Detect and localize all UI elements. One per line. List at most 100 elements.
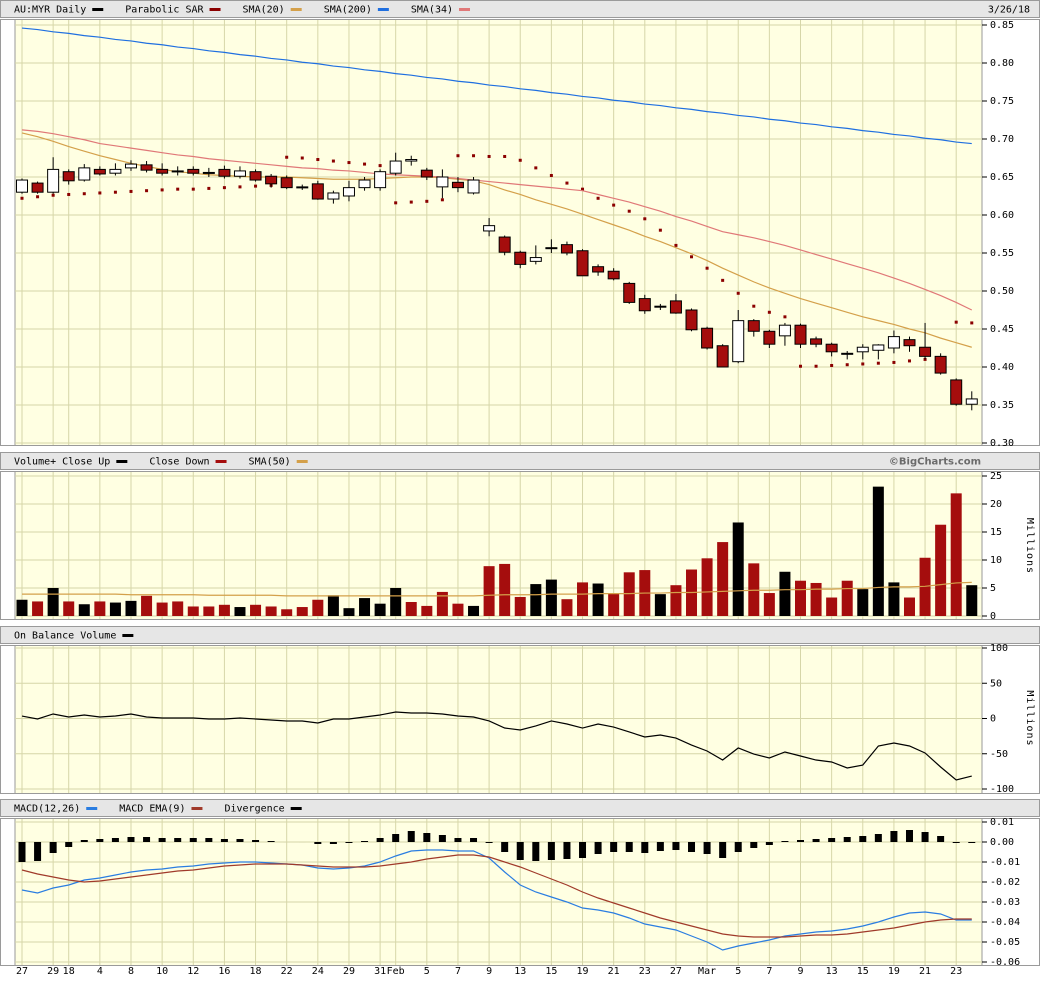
sar-dot bbox=[674, 243, 678, 247]
x-tick-label: 10 bbox=[156, 966, 168, 977]
sar-dot bbox=[394, 201, 398, 205]
candle-body bbox=[171, 170, 184, 173]
candle-body bbox=[327, 192, 340, 200]
sar-dot bbox=[440, 198, 444, 202]
candle-body bbox=[374, 171, 387, 189]
bar bbox=[874, 834, 882, 842]
sar-dot bbox=[767, 310, 771, 314]
y-tick-label: 0.65 bbox=[990, 172, 1014, 183]
candle-body bbox=[514, 251, 527, 265]
candle-body bbox=[965, 398, 978, 405]
candle-body bbox=[919, 346, 932, 357]
plot-area bbox=[14, 818, 983, 966]
bar bbox=[610, 842, 618, 852]
y-tick-label: -0.04 bbox=[990, 917, 1020, 928]
x-tick-label: 16 bbox=[218, 966, 230, 977]
bar bbox=[779, 571, 791, 616]
y-tick-label: -50 bbox=[990, 749, 1008, 760]
x-tick-label: 8 bbox=[128, 966, 134, 977]
candle-body bbox=[31, 182, 44, 193]
credit: ©BigCharts.com bbox=[889, 457, 981, 468]
bar bbox=[312, 599, 324, 616]
legend-label: SMA(34) bbox=[411, 5, 453, 16]
sar-dot bbox=[20, 196, 24, 200]
y-tick-label: 0.45 bbox=[990, 324, 1014, 335]
bar bbox=[361, 841, 369, 842]
sar-dot bbox=[970, 321, 974, 325]
bar bbox=[703, 842, 711, 854]
candle-body bbox=[529, 257, 542, 262]
bar bbox=[468, 605, 480, 616]
bar bbox=[483, 566, 495, 616]
bar bbox=[516, 842, 524, 860]
y-tick-label: -0.01 bbox=[990, 857, 1020, 868]
x-tick-label: 24 bbox=[312, 966, 324, 977]
legend-label: SMA(200) bbox=[324, 5, 372, 16]
candle-body bbox=[763, 330, 776, 345]
candle-body bbox=[701, 327, 714, 349]
x-tick-label: 27 bbox=[16, 966, 28, 977]
candle-body bbox=[607, 270, 620, 280]
y-tick-label: -0.06 bbox=[990, 957, 1020, 968]
bar bbox=[545, 579, 557, 616]
bar bbox=[592, 583, 604, 616]
sar-dot bbox=[363, 162, 367, 166]
bar bbox=[905, 830, 913, 842]
bar bbox=[203, 606, 215, 616]
y-axis-label: Millions bbox=[1024, 518, 1035, 574]
sar-dot bbox=[160, 188, 164, 192]
candle-body bbox=[187, 168, 200, 174]
candle-body bbox=[887, 336, 900, 349]
line bbox=[21, 27, 972, 145]
candle-body bbox=[233, 170, 246, 177]
sar-dot bbox=[145, 189, 149, 193]
candle-body bbox=[93, 168, 106, 175]
sar-dot bbox=[503, 154, 507, 158]
bar bbox=[765, 842, 773, 845]
sar-dot bbox=[82, 192, 86, 196]
bar bbox=[374, 603, 386, 616]
x-tick-label: 19 bbox=[576, 966, 588, 977]
sar-dot bbox=[549, 173, 553, 177]
bar bbox=[78, 604, 90, 616]
bar bbox=[452, 603, 464, 616]
bar bbox=[174, 838, 182, 842]
candle-body bbox=[47, 168, 60, 193]
x-tick-label: 5 bbox=[735, 966, 741, 977]
y-tick-label: 100 bbox=[990, 643, 1008, 654]
bar bbox=[327, 595, 339, 616]
y-tick-label: 10 bbox=[990, 555, 1002, 566]
bar bbox=[125, 600, 137, 616]
sar-dot bbox=[627, 209, 631, 213]
bar bbox=[750, 842, 758, 848]
x-tick-label: 7 bbox=[455, 966, 461, 977]
y-tick-label: 0.40 bbox=[990, 362, 1014, 373]
sar-dot bbox=[67, 192, 71, 196]
bar bbox=[903, 597, 915, 616]
candle-body bbox=[560, 244, 573, 254]
sar-dot bbox=[534, 166, 538, 170]
candle-body bbox=[405, 159, 418, 162]
bar bbox=[608, 593, 620, 616]
bar bbox=[392, 834, 400, 842]
x-tick-label: 23 bbox=[950, 966, 962, 977]
candle-body bbox=[311, 183, 324, 200]
sar-dot bbox=[783, 315, 787, 319]
bar bbox=[265, 606, 277, 616]
bar bbox=[218, 604, 230, 616]
sar-dot bbox=[690, 255, 694, 259]
sar-dot bbox=[814, 364, 818, 368]
legend-label: Divergence bbox=[224, 804, 284, 815]
bar bbox=[345, 842, 353, 843]
bar bbox=[281, 609, 293, 616]
y-tick-label: 0.30 bbox=[990, 438, 1014, 449]
candle-body bbox=[810, 338, 823, 345]
legend-label: Close Down bbox=[149, 457, 209, 468]
x-tick-label: 15 bbox=[545, 966, 557, 977]
y-tick-label: 0.50 bbox=[990, 286, 1014, 297]
candle-body bbox=[856, 346, 869, 353]
bar bbox=[952, 842, 960, 843]
y-tick-label: -0.03 bbox=[990, 897, 1020, 908]
candle-body bbox=[467, 179, 480, 194]
